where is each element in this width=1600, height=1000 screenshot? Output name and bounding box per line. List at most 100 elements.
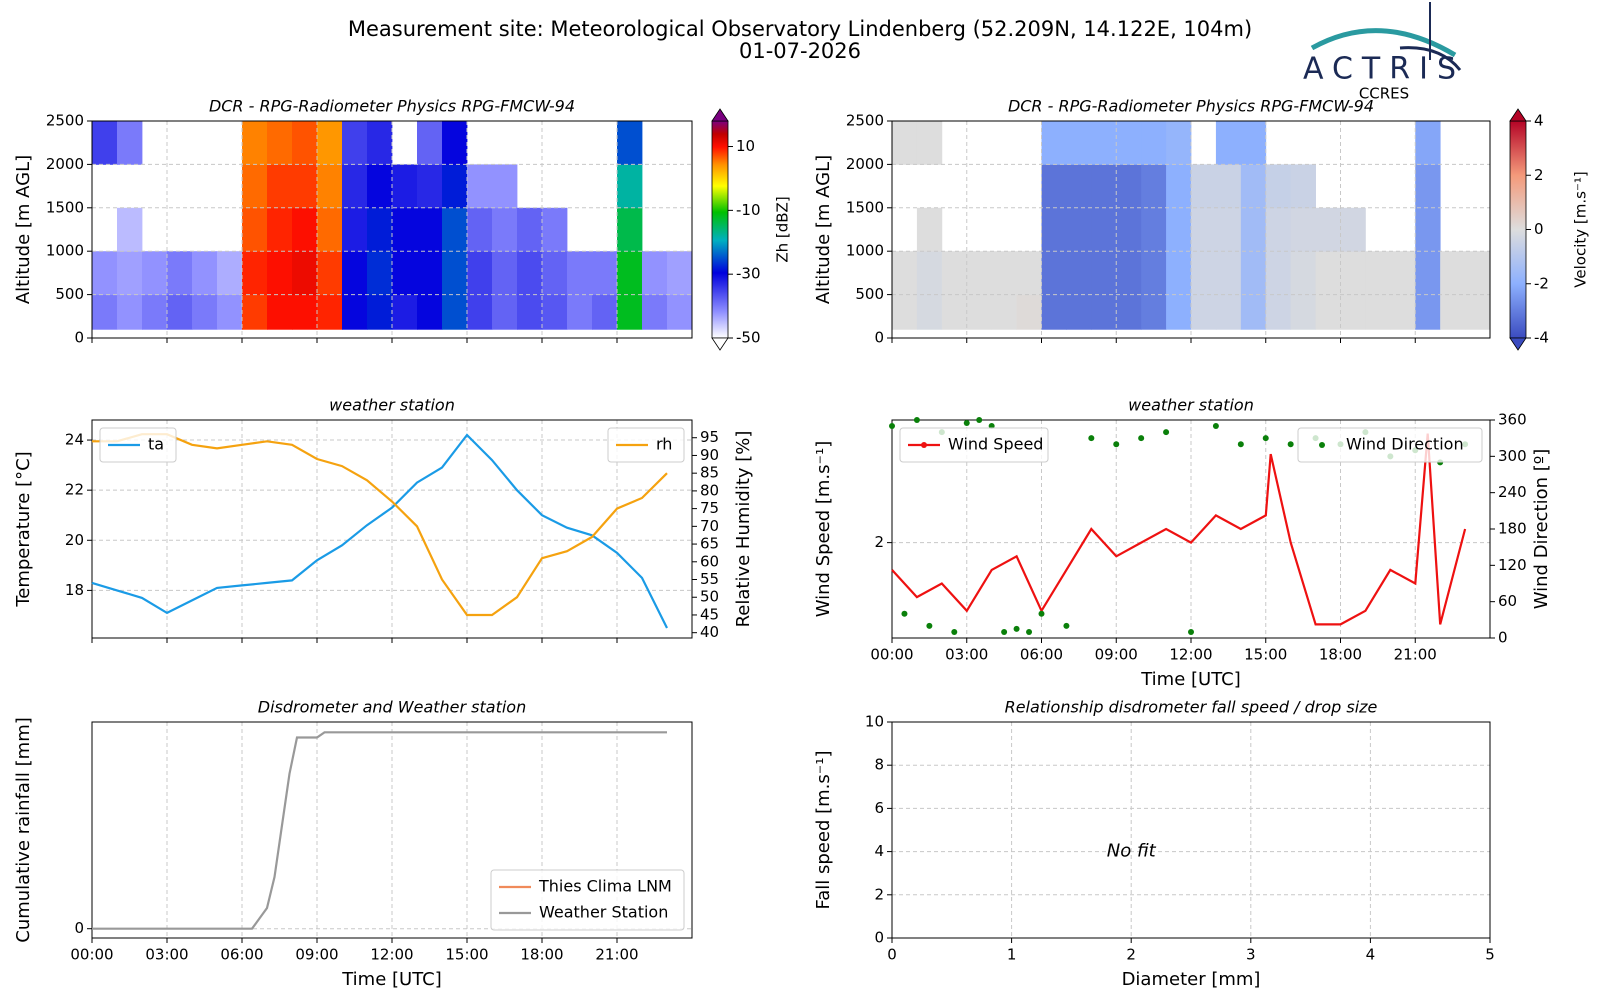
legend-box (1297, 427, 1483, 463)
panel-title: DCR - RPG-Radiometer Physics RPG-FMCW-94 (209, 97, 575, 116)
x-tick-label: 2 (1126, 946, 1136, 964)
colorbar (1509, 120, 1527, 339)
panel-title: DCR - RPG-Radiometer Physics RPG-FMCW-94 (1008, 97, 1374, 116)
heatmap-cell (1240, 294, 1267, 330)
point (1212, 423, 1219, 430)
x-tick-label: 09:00 (1095, 646, 1138, 664)
heatmap-cell (1290, 251, 1316, 295)
y2-tick-label: 80 (700, 481, 719, 499)
colorbar-extend (1509, 108, 1527, 122)
point (1163, 429, 1170, 436)
colorbar-tick-label: -10 (736, 201, 761, 219)
heatmap-cell (392, 294, 418, 330)
heatmap-cell (1141, 121, 1167, 165)
x-tick-label: 15:00 (1244, 646, 1287, 664)
legend-label: rh (656, 435, 672, 454)
heatmap-cell (617, 251, 643, 295)
heatmap-cell (217, 294, 243, 330)
y-tick-label: 2000 (46, 155, 84, 173)
heatmap-cell (142, 294, 168, 330)
colorbar (711, 120, 729, 339)
heatmap-cell (492, 251, 518, 295)
heatmap-cell (542, 251, 568, 295)
y-tick-label: 1000 (46, 242, 84, 260)
heatmap-cell (442, 294, 468, 330)
heatmap-cell (1365, 294, 1391, 330)
x-tick-label: 18:00 (520, 946, 563, 964)
y2-tick-label: 45 (700, 605, 719, 623)
colorbar-tick-label: -2 (1534, 274, 1549, 292)
panel: Relationship disdrometer fall speed / dr… (813, 698, 1495, 991)
colorbar-tick-label: 10 (736, 137, 755, 155)
heatmap-cell (667, 294, 693, 330)
heatmap-cell (642, 294, 668, 330)
colorbar-extend (711, 108, 729, 122)
heatmap-cell (542, 294, 568, 330)
heatmap-cell (467, 251, 493, 295)
y-tick-label: 1000 (846, 242, 884, 260)
point (1013, 625, 1020, 632)
heatmap-cell (392, 164, 418, 209)
heatmap-cell (367, 207, 393, 252)
figure-title: Measurement site: Meteorological Observa… (348, 17, 1252, 41)
y-axis-label: Cumulative rainfall [mm] (13, 717, 34, 943)
heatmap-cell (192, 251, 218, 295)
heatmap-cell (1465, 294, 1491, 330)
heatmap-cell (941, 294, 968, 330)
heatmap-cell (342, 251, 368, 295)
logo-arc (1399, 46, 1462, 71)
y2-tick-label: 0 (1498, 629, 1508, 647)
heatmap-cell (1415, 164, 1441, 209)
heatmap-cell (242, 207, 268, 252)
heatmap-cell (892, 121, 918, 165)
heatmap-cell (617, 164, 643, 209)
heatmap-cell (342, 207, 368, 252)
colorbar-tick-label: 0 (1534, 220, 1544, 238)
y-tick-label: 500 (55, 285, 84, 303)
heatmap-cell (617, 207, 643, 252)
legend-label: Thies Clima LNM (538, 877, 672, 896)
heatmap-cell (92, 294, 118, 330)
heatmap-cell (1141, 294, 1167, 330)
heatmap-cell (1390, 251, 1416, 295)
y-tick-label: 10 (865, 713, 884, 731)
panel: DCR - RPG-Radiometer Physics RPG-FMCW-94… (13, 97, 792, 351)
point (976, 417, 983, 423)
logo-arc (1310, 28, 1457, 58)
y2-tick-label: 95 (700, 428, 719, 446)
heatmap-cell (417, 251, 443, 295)
x-tick-label: 03:00 (145, 946, 188, 964)
heatmap-cell (417, 294, 443, 330)
heatmap-cell (966, 294, 993, 330)
heatmap-cell (1091, 251, 1117, 295)
heatmap-cell (242, 251, 268, 295)
y-axis-label: Wind Speed [m.s⁻¹] (813, 441, 834, 618)
heatmap-cell (367, 251, 393, 295)
heatmap-cell (367, 121, 393, 165)
heatmap-cell (1091, 294, 1117, 330)
y2-tick-label: 65 (700, 535, 719, 553)
colorbar-label: Zh [dBZ] (774, 196, 792, 262)
y-tick-label: 0 (74, 329, 84, 347)
y-tick-label: 1500 (846, 198, 884, 216)
heatmap-cell (242, 294, 268, 330)
colorbar-tick-label: -50 (736, 329, 761, 347)
heatmap-cell (242, 121, 268, 165)
heatmap-cell (1465, 251, 1491, 295)
y-tick-label: 2 (874, 885, 884, 903)
panel-title: weather station (329, 396, 455, 415)
heatmap-cell (1141, 251, 1167, 295)
heatmap-cell (217, 251, 243, 295)
heatmap-cell (1265, 294, 1292, 330)
heatmap-cell (1116, 251, 1142, 295)
heatmap-cell (317, 207, 343, 252)
x-tick-label: 4 (1366, 946, 1376, 964)
heatmap-cell (117, 207, 143, 252)
colorbar-extend (1509, 337, 1527, 351)
heatmap-cell (292, 121, 318, 165)
point (1287, 441, 1294, 448)
heatmap-cell (1315, 294, 1341, 330)
heatmap-cell (292, 207, 318, 252)
heatmap-cell (467, 207, 493, 252)
